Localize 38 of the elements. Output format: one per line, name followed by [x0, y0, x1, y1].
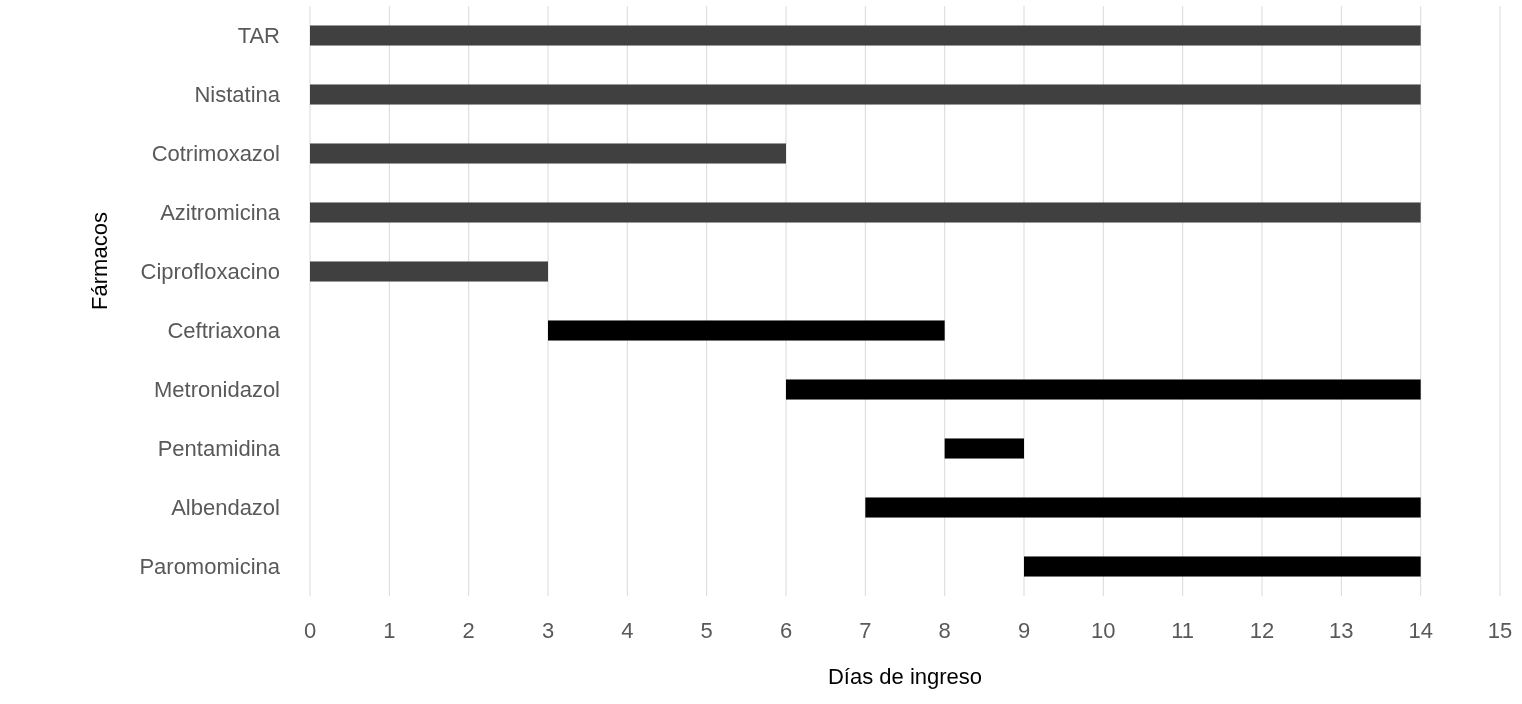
x-tick-label: 6 — [779, 618, 793, 643]
x-tick-label: 3 — [541, 618, 555, 643]
x-tick-label: 1 — [383, 618, 396, 643]
x-tick-label: 8 — [938, 618, 951, 643]
y-tick-label: Ceftriaxona — [167, 318, 281, 344]
x-tick-label: 12 — [1249, 618, 1275, 643]
y-tick-label: Nistatina — [194, 82, 281, 108]
bar — [310, 261, 548, 282]
x-tick-label: 4 — [621, 618, 634, 643]
y-tick-label: Albendazol — [171, 495, 280, 521]
x-tick-label: 11 — [1171, 618, 1195, 643]
bar — [310, 143, 786, 164]
x-tick-label: 0 — [303, 618, 317, 643]
bar — [310, 25, 1421, 46]
x-tick-label: 15 — [1487, 618, 1513, 643]
y-tick-label: Metronidazol — [154, 377, 280, 403]
y-tick-label: TAR — [237, 23, 280, 49]
bar — [548, 320, 945, 341]
x-tick-label: 5 — [700, 618, 713, 643]
bar — [786, 379, 1421, 400]
bar — [865, 497, 1421, 518]
y-tick-label: Ciprofloxacino — [140, 259, 280, 285]
x-tick-label: 7 — [859, 618, 872, 643]
x-tick-label: 13 — [1329, 618, 1354, 643]
bar — [310, 202, 1421, 223]
y-tick-label: Paromomicina — [139, 554, 281, 580]
y-tick-label: Pentamidina — [157, 436, 281, 462]
x-tick-label: 9 — [1017, 618, 1031, 643]
bar — [310, 84, 1421, 105]
bar — [944, 438, 1024, 459]
y-tick-label: Azitromicina — [160, 200, 281, 226]
x-axis-title: Días de ingreso — [827, 664, 983, 689]
bar — [1024, 556, 1421, 577]
y-axis-title: Fármacos — [87, 212, 112, 310]
x-tick-label: 10 — [1091, 618, 1116, 643]
x-tick-label: 2 — [462, 618, 475, 643]
x-tick-label: 14 — [1408, 618, 1433, 643]
y-tick-label: Cotrimoxazol — [151, 141, 280, 167]
